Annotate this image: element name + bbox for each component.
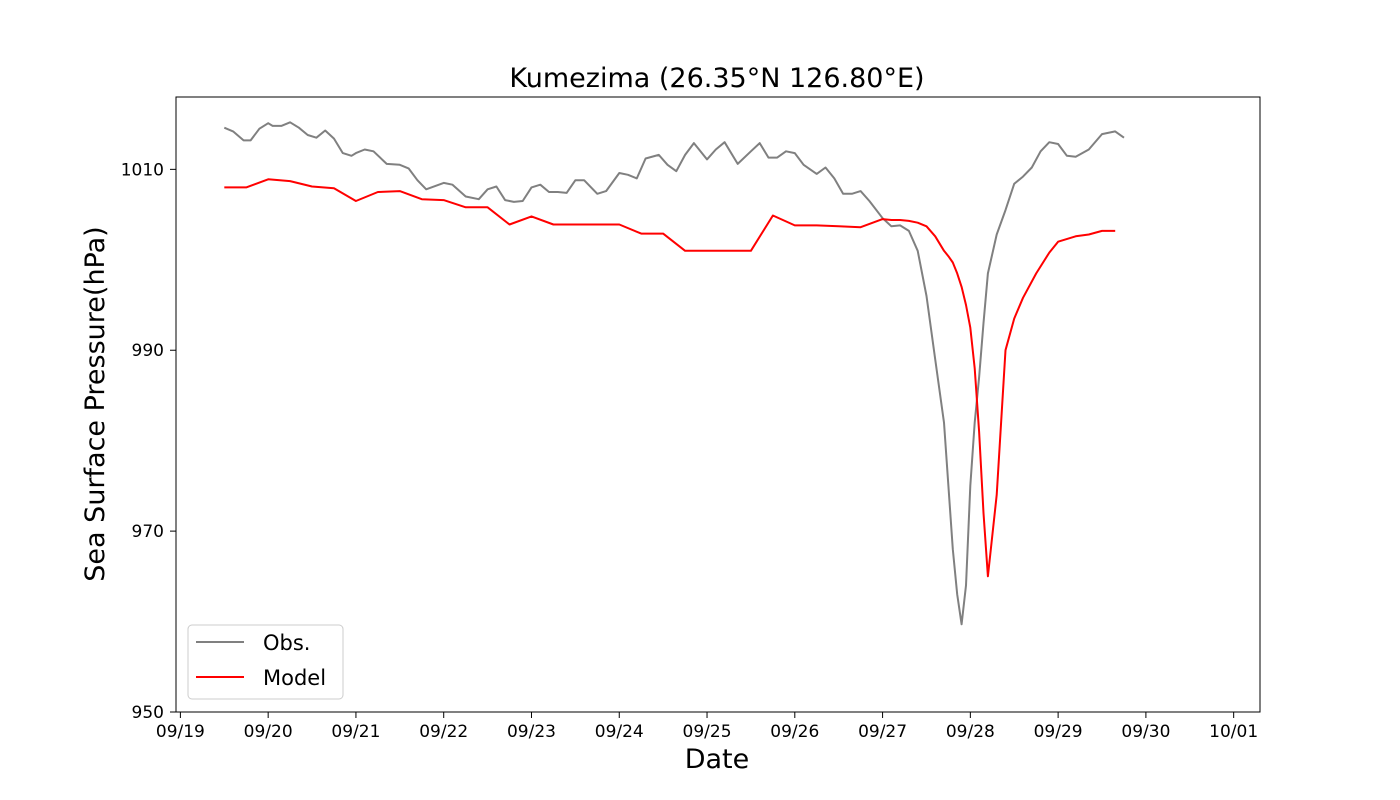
legend-label-model: Model <box>263 666 326 690</box>
series-line-obs <box>223 121 1125 626</box>
x-tick-label: 09/23 <box>507 722 556 742</box>
x-tick-label: 09/21 <box>331 722 380 742</box>
plot-area <box>223 121 1125 626</box>
x-tick-label: 09/20 <box>244 722 293 742</box>
legend-label-obs: Obs. <box>263 631 310 655</box>
y-tick-label: 1010 <box>121 160 164 180</box>
x-tick-label: 09/27 <box>858 722 907 742</box>
x-tick-label: 09/26 <box>770 722 819 742</box>
x-tick-label: 09/28 <box>946 722 995 742</box>
x-tick-label: 09/19 <box>156 722 205 742</box>
x-tick-label: 10/01 <box>1209 722 1258 742</box>
chart-title: Kumezima (26.35°N 126.80°E) <box>509 63 924 94</box>
x-tick-label: 09/29 <box>1034 722 1083 742</box>
plot-frame <box>175 96 1261 713</box>
y-axis-label: Sea Surface Pressure(hPa) <box>80 226 111 581</box>
axes: 09/19 09/20 09/21 09/22 09/23 09/24 09/25 09/26… <box>121 96 1261 742</box>
x-axis-label: Date <box>685 744 750 775</box>
legend-box <box>187 624 344 700</box>
x-tick-label: 09/30 <box>1121 722 1170 742</box>
x-tick-label: 09/22 <box>419 722 468 742</box>
x-tick-label: 09/24 <box>595 722 644 742</box>
y-tick-label: 950 <box>132 703 164 723</box>
y-tick-label: 970 <box>132 522 164 542</box>
y-tick-label: 990 <box>132 341 164 361</box>
series-line-model <box>224 178 1116 578</box>
x-tick-label: 09/25 <box>683 722 732 742</box>
legend: Obs. Model <box>187 624 344 700</box>
